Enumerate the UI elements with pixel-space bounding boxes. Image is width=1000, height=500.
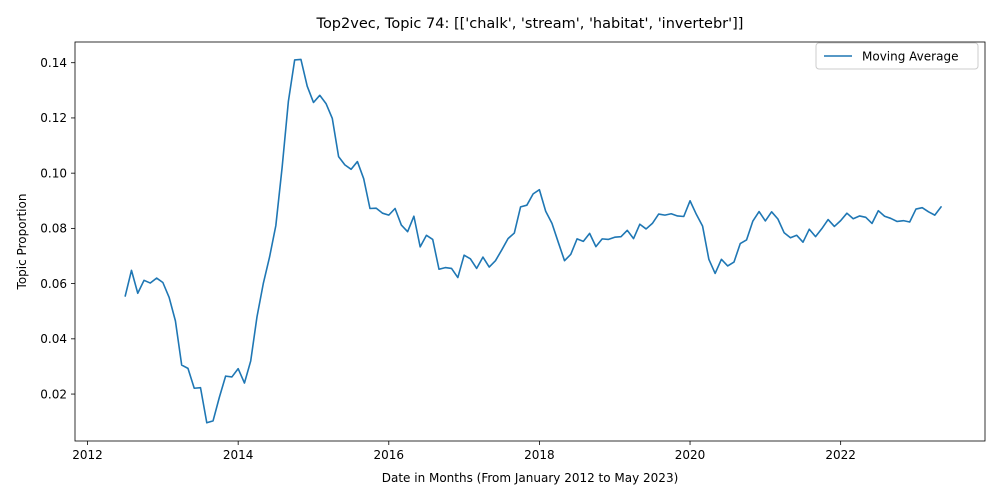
series-layer [124, 58, 942, 424]
y-tick-label: 0.04 [40, 332, 67, 346]
x-tick-label: 2014 [223, 448, 254, 462]
x-tick-label: 2018 [524, 448, 555, 462]
plot-frame [74, 41, 986, 442]
y-axis-ticks: 0.02 0.04 0.06 0.08 0.10 0.12 0.14 [40, 56, 75, 401]
x-axis-label: Date in Months (From January 2012 to May… [382, 471, 679, 485]
x-tick-label: 2020 [675, 448, 706, 462]
legend: Moving Average [815, 42, 979, 70]
x-tick-label: 2022 [825, 448, 856, 462]
y-axis-label: Topic Proportion [15, 194, 29, 291]
y-tick-label: 0.06 [40, 277, 67, 291]
chart-title: Top2vec, Topic 74: [['chalk', 'stream', … [316, 16, 744, 32]
y-tick-label: 0.02 [40, 387, 67, 401]
legend-box [815, 42, 979, 70]
y-tick-label: 0.08 [40, 222, 67, 236]
x-tick-label: 2016 [374, 448, 405, 462]
x-tick-label: 2012 [72, 448, 103, 462]
y-tick-label: 0.10 [40, 166, 67, 180]
series-line-moving-average [124, 58, 942, 424]
y-tick-label: 0.14 [40, 56, 67, 70]
y-tick-label: 0.12 [40, 111, 67, 125]
legend-label-moving-average: Moving Average [862, 50, 958, 64]
x-axis-ticks: 2012 2014 2016 2018 2020 2022 [72, 441, 856, 462]
